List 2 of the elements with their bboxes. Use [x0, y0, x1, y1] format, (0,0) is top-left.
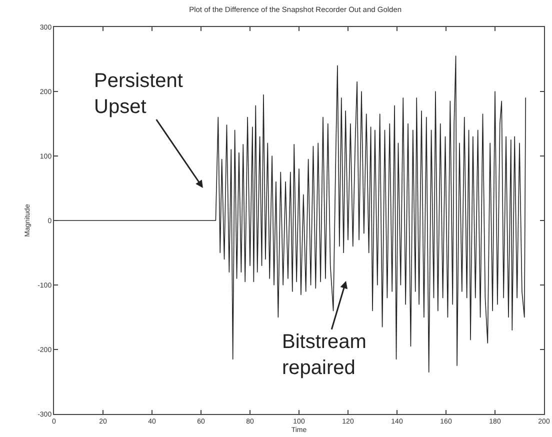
annotation: Persistent Upset	[94, 70, 184, 118]
annotation: Bitstream repaired	[282, 331, 366, 379]
